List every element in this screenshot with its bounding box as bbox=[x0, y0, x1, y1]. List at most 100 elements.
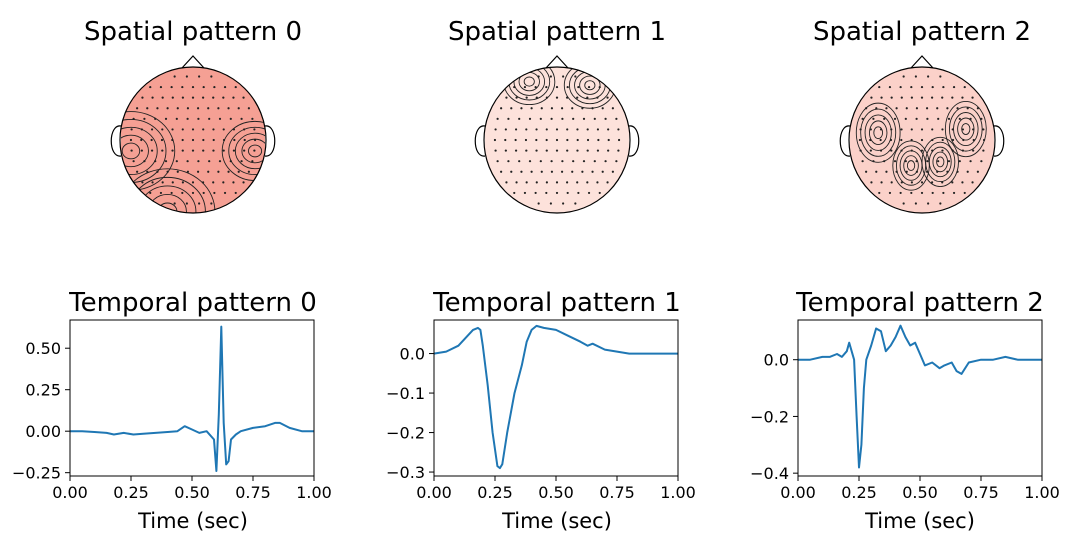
sensor-dot bbox=[980, 160, 983, 163]
sensor-dot bbox=[208, 160, 211, 163]
sensor-dot bbox=[947, 117, 951, 120]
sensor-dot bbox=[130, 128, 133, 131]
sensor-dot bbox=[232, 149, 236, 152]
sensor-dot bbox=[202, 149, 205, 152]
x-tick-label: 1.00 bbox=[660, 483, 696, 502]
sensor-dot bbox=[550, 170, 554, 173]
sensor-dot bbox=[154, 160, 157, 163]
temporal-plot-2: Temporal pattern 2 Time (sec) 0.00 0.25 0.… bbox=[750, 288, 1060, 533]
sensor-dot bbox=[555, 138, 559, 142]
sensor-dot bbox=[572, 117, 575, 120]
sensor-dot bbox=[561, 160, 564, 163]
sensor-dot bbox=[598, 191, 601, 195]
nose-outline bbox=[545, 55, 569, 69]
axes-frame bbox=[69, 319, 315, 477]
y-tick-label: 0.0 bbox=[400, 345, 425, 364]
sensor-dot bbox=[951, 96, 954, 99]
sensor-dot bbox=[545, 138, 548, 142]
contour-blob bbox=[864, 114, 892, 151]
x-axis-label: Time (sec) bbox=[501, 509, 612, 533]
sensor-dot bbox=[196, 170, 200, 173]
sensor-dot bbox=[143, 160, 146, 163]
sensor-dot bbox=[920, 138, 924, 142]
sensor-dot bbox=[941, 181, 944, 184]
sensor-dot bbox=[525, 149, 528, 152]
sensor-dot bbox=[530, 170, 533, 173]
sensor-dot bbox=[904, 160, 907, 163]
sensor-dot bbox=[888, 191, 892, 195]
sensor-dot bbox=[175, 117, 178, 120]
sensor-dot bbox=[528, 160, 532, 163]
x-tick-label: 0.25 bbox=[841, 483, 877, 502]
sensor-dot bbox=[914, 202, 917, 205]
temporal-plot-0: Temporal pattern 0 Time (sec) 0.00 0.25 0.… bbox=[12, 288, 332, 533]
sensor-dot bbox=[191, 85, 195, 89]
sensor-dot bbox=[972, 138, 975, 142]
sensor-dot bbox=[504, 138, 507, 142]
sensor-dot bbox=[562, 202, 565, 205]
sensor-dot bbox=[202, 138, 205, 142]
sensor-dot bbox=[890, 128, 893, 131]
sensor-dot bbox=[198, 75, 201, 78]
sensor-dot bbox=[566, 181, 569, 184]
sensor-dot bbox=[885, 170, 888, 173]
sensor-dot bbox=[515, 96, 518, 99]
y-tick-label: 0.00 bbox=[25, 422, 61, 441]
sensor-dot bbox=[941, 138, 944, 142]
sensor-dot bbox=[217, 170, 220, 173]
sensor-dot bbox=[870, 96, 873, 99]
sensor-dot bbox=[566, 96, 569, 99]
sensor-dot bbox=[550, 160, 553, 163]
sensor-dot bbox=[607, 149, 610, 152]
sensor-dot bbox=[910, 138, 913, 142]
sensor-dot bbox=[920, 96, 924, 99]
sensor-dot bbox=[234, 191, 237, 195]
sensor-dot bbox=[253, 128, 256, 131]
sensor-dot bbox=[596, 181, 599, 184]
sensor-dot bbox=[939, 202, 942, 205]
sensor-dot bbox=[879, 128, 883, 131]
sensor-dot bbox=[218, 160, 222, 163]
sensor-dot bbox=[951, 138, 955, 142]
sensor-dot bbox=[931, 191, 934, 195]
contour-blob bbox=[579, 75, 601, 95]
sensor-dot bbox=[141, 181, 144, 184]
sensor-dot bbox=[151, 181, 154, 184]
sensor-dot bbox=[210, 202, 213, 205]
sensor-dot bbox=[171, 138, 174, 142]
y-tick-label: −0.1 bbox=[386, 384, 425, 403]
sensor-dot bbox=[514, 138, 517, 142]
x-tick-label: 0.00 bbox=[52, 483, 88, 502]
sensor-dot bbox=[208, 117, 211, 120]
sensor-dot bbox=[971, 181, 974, 184]
sensor-dot bbox=[537, 75, 540, 78]
sensor-dot bbox=[604, 160, 607, 163]
sensor-dot bbox=[936, 170, 939, 173]
sensor-dot bbox=[233, 138, 236, 142]
sensor-dot bbox=[166, 170, 169, 173]
sensor-dot bbox=[176, 170, 179, 173]
sensor-dot bbox=[586, 128, 589, 131]
sensor-dot bbox=[181, 138, 184, 142]
sensor-dot bbox=[493, 138, 497, 142]
sensor-dot bbox=[149, 191, 152, 195]
sensor-dot bbox=[926, 160, 929, 163]
topomap-0: Spatial pattern 0 bbox=[84, 17, 302, 214]
y-tick-label: 0.50 bbox=[25, 339, 61, 358]
sensor-dot bbox=[243, 138, 246, 142]
sensor-dot bbox=[130, 149, 133, 152]
sensor-dot bbox=[164, 160, 168, 163]
sensor-dot bbox=[494, 128, 497, 131]
sensor-dot bbox=[227, 107, 230, 110]
sensor-dot bbox=[958, 117, 961, 120]
sensor-dot bbox=[961, 181, 964, 184]
sensor-dot bbox=[520, 107, 523, 110]
sensor-dot bbox=[156, 170, 159, 173]
sensor-dot bbox=[900, 128, 903, 131]
sensor-dot bbox=[545, 181, 548, 184]
sensor-dot bbox=[143, 117, 146, 120]
sensor-dot bbox=[170, 191, 173, 195]
sensor-dot bbox=[566, 85, 569, 89]
sensor-dot bbox=[926, 117, 929, 120]
sensor-dot bbox=[176, 107, 179, 110]
